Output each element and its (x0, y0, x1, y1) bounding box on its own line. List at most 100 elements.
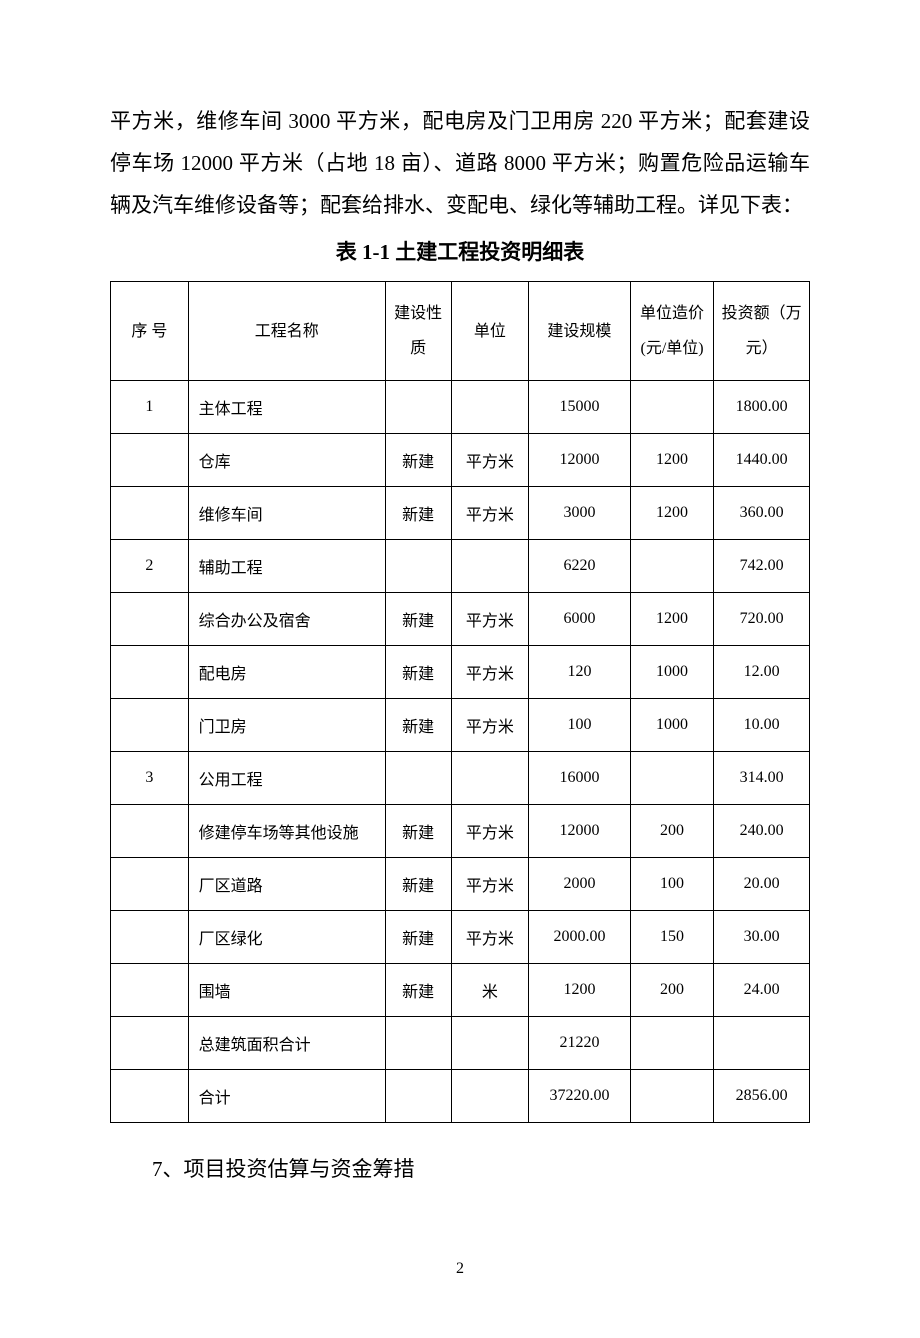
cell-name: 主体工程 (188, 381, 385, 434)
cell-seq (111, 646, 189, 699)
cell-price (630, 381, 714, 434)
table-row: 厂区绿化新建平方米2000.0015030.00 (111, 911, 810, 964)
cell-unit: 平方米 (451, 646, 529, 699)
cell-name: 配电房 (188, 646, 385, 699)
cell-price (630, 540, 714, 593)
cell-scale: 12000 (529, 805, 631, 858)
cell-amount: 1800.00 (714, 381, 810, 434)
cell-seq (111, 1070, 189, 1123)
cell-seq (111, 805, 189, 858)
cell-nature: 新建 (385, 487, 451, 540)
table-row: 合计 37220.00 2856.00 (111, 1070, 810, 1123)
cell-unit: 平方米 (451, 911, 529, 964)
table-row: 综合办公及宿舍新建平方米60001200720.00 (111, 593, 810, 646)
cell-scale: 16000 (529, 752, 631, 805)
cell-nature (385, 1017, 451, 1070)
cell-nature: 新建 (385, 646, 451, 699)
cell-name: 综合办公及宿舍 (188, 593, 385, 646)
cell-nature: 新建 (385, 805, 451, 858)
cell-unit (451, 1070, 529, 1123)
cell-amount: 314.00 (714, 752, 810, 805)
cell-amount: 240.00 (714, 805, 810, 858)
table-row: 围墙新建米120020024.00 (111, 964, 810, 1017)
table-row: 维修车间新建平方米30001200360.00 (111, 487, 810, 540)
cell-nature: 新建 (385, 434, 451, 487)
cell-name: 修建停车场等其他设施 (188, 805, 385, 858)
cell-name: 门卫房 (188, 699, 385, 752)
cell-scale: 2000.00 (529, 911, 631, 964)
table-row: 2辅助工程6220742.00 (111, 540, 810, 593)
cell-price: 200 (630, 964, 714, 1017)
cell-name: 总建筑面积合计 (188, 1017, 385, 1070)
cell-scale: 6000 (529, 593, 631, 646)
header-scale: 建设规模 (529, 282, 631, 381)
table-row: 修建停车场等其他设施新建平方米12000200240.00 (111, 805, 810, 858)
cell-seq (111, 487, 189, 540)
cell-unit: 平方米 (451, 593, 529, 646)
table-row: 厂区道路新建平方米200010020.00 (111, 858, 810, 911)
cell-nature: 新建 (385, 858, 451, 911)
cell-seq (111, 964, 189, 1017)
cell-unit: 米 (451, 964, 529, 1017)
cell-seq (111, 593, 189, 646)
cell-scale: 15000 (529, 381, 631, 434)
cell-unit: 平方米 (451, 805, 529, 858)
cell-amount: 12.00 (714, 646, 810, 699)
page-number: 2 (110, 1260, 810, 1278)
cell-price: 1200 (630, 487, 714, 540)
header-amount: 投资额（万元） (714, 282, 810, 381)
cell-name: 仓库 (188, 434, 385, 487)
cell-price (630, 752, 714, 805)
cell-price: 1200 (630, 593, 714, 646)
cell-amount: 20.00 (714, 858, 810, 911)
cell-scale: 12000 (529, 434, 631, 487)
cell-price: 150 (630, 911, 714, 964)
cell-scale: 37220.00 (529, 1070, 631, 1123)
cell-amount: 30.00 (714, 911, 810, 964)
table-row: 配电房新建平方米120100012.00 (111, 646, 810, 699)
cell-name: 合计 (188, 1070, 385, 1123)
cell-unit (451, 752, 529, 805)
cell-price (630, 1070, 714, 1123)
cell-amount: 2856.00 (714, 1070, 810, 1123)
cell-price: 200 (630, 805, 714, 858)
cell-name: 厂区道路 (188, 858, 385, 911)
cell-seq (111, 1017, 189, 1070)
cell-unit: 平方米 (451, 487, 529, 540)
table-row: 仓库新建平方米1200012001440.00 (111, 434, 810, 487)
cell-amount: 10.00 (714, 699, 810, 752)
cell-unit (451, 540, 529, 593)
table-row: 3公用工程16000314.00 (111, 752, 810, 805)
cell-name: 厂区绿化 (188, 911, 385, 964)
cell-nature: 新建 (385, 964, 451, 1017)
header-nature: 建设性质 (385, 282, 451, 381)
cell-unit: 平方米 (451, 699, 529, 752)
cell-scale: 1200 (529, 964, 631, 1017)
cell-name: 辅助工程 (188, 540, 385, 593)
cell-unit: 平方米 (451, 858, 529, 911)
cell-scale: 100 (529, 699, 631, 752)
cell-name: 维修车间 (188, 487, 385, 540)
cell-unit: 平方米 (451, 434, 529, 487)
cell-nature: 新建 (385, 593, 451, 646)
cell-scale: 3000 (529, 487, 631, 540)
table-row: 1主体工程 15000 1800.00 (111, 381, 810, 434)
cell-nature: 新建 (385, 699, 451, 752)
cell-price: 1000 (630, 646, 714, 699)
cell-amount: 360.00 (714, 487, 810, 540)
cell-amount (714, 1017, 810, 1070)
header-seq: 序 号 (111, 282, 189, 381)
section-heading: 7、项目投资估算与资金筹措 (110, 1148, 810, 1190)
table-title: 表 1-1 土建工程投资明细表 (110, 236, 810, 266)
cell-seq: 1 (111, 381, 189, 434)
intro-paragraph: 平方米，维修车间 3000 平方米，配电房及门卫用房 220 平方米；配套建设停… (110, 100, 810, 226)
table-header-row: 序 号 工程名称 建设性质 单位 建设规模 单位造价(元/单位) 投资额（万元） (111, 282, 810, 381)
cell-scale: 2000 (529, 858, 631, 911)
cell-seq (111, 434, 189, 487)
cell-nature (385, 752, 451, 805)
cell-scale: 120 (529, 646, 631, 699)
cell-name: 围墙 (188, 964, 385, 1017)
header-name: 工程名称 (188, 282, 385, 381)
cell-price: 1000 (630, 699, 714, 752)
cell-seq: 3 (111, 752, 189, 805)
